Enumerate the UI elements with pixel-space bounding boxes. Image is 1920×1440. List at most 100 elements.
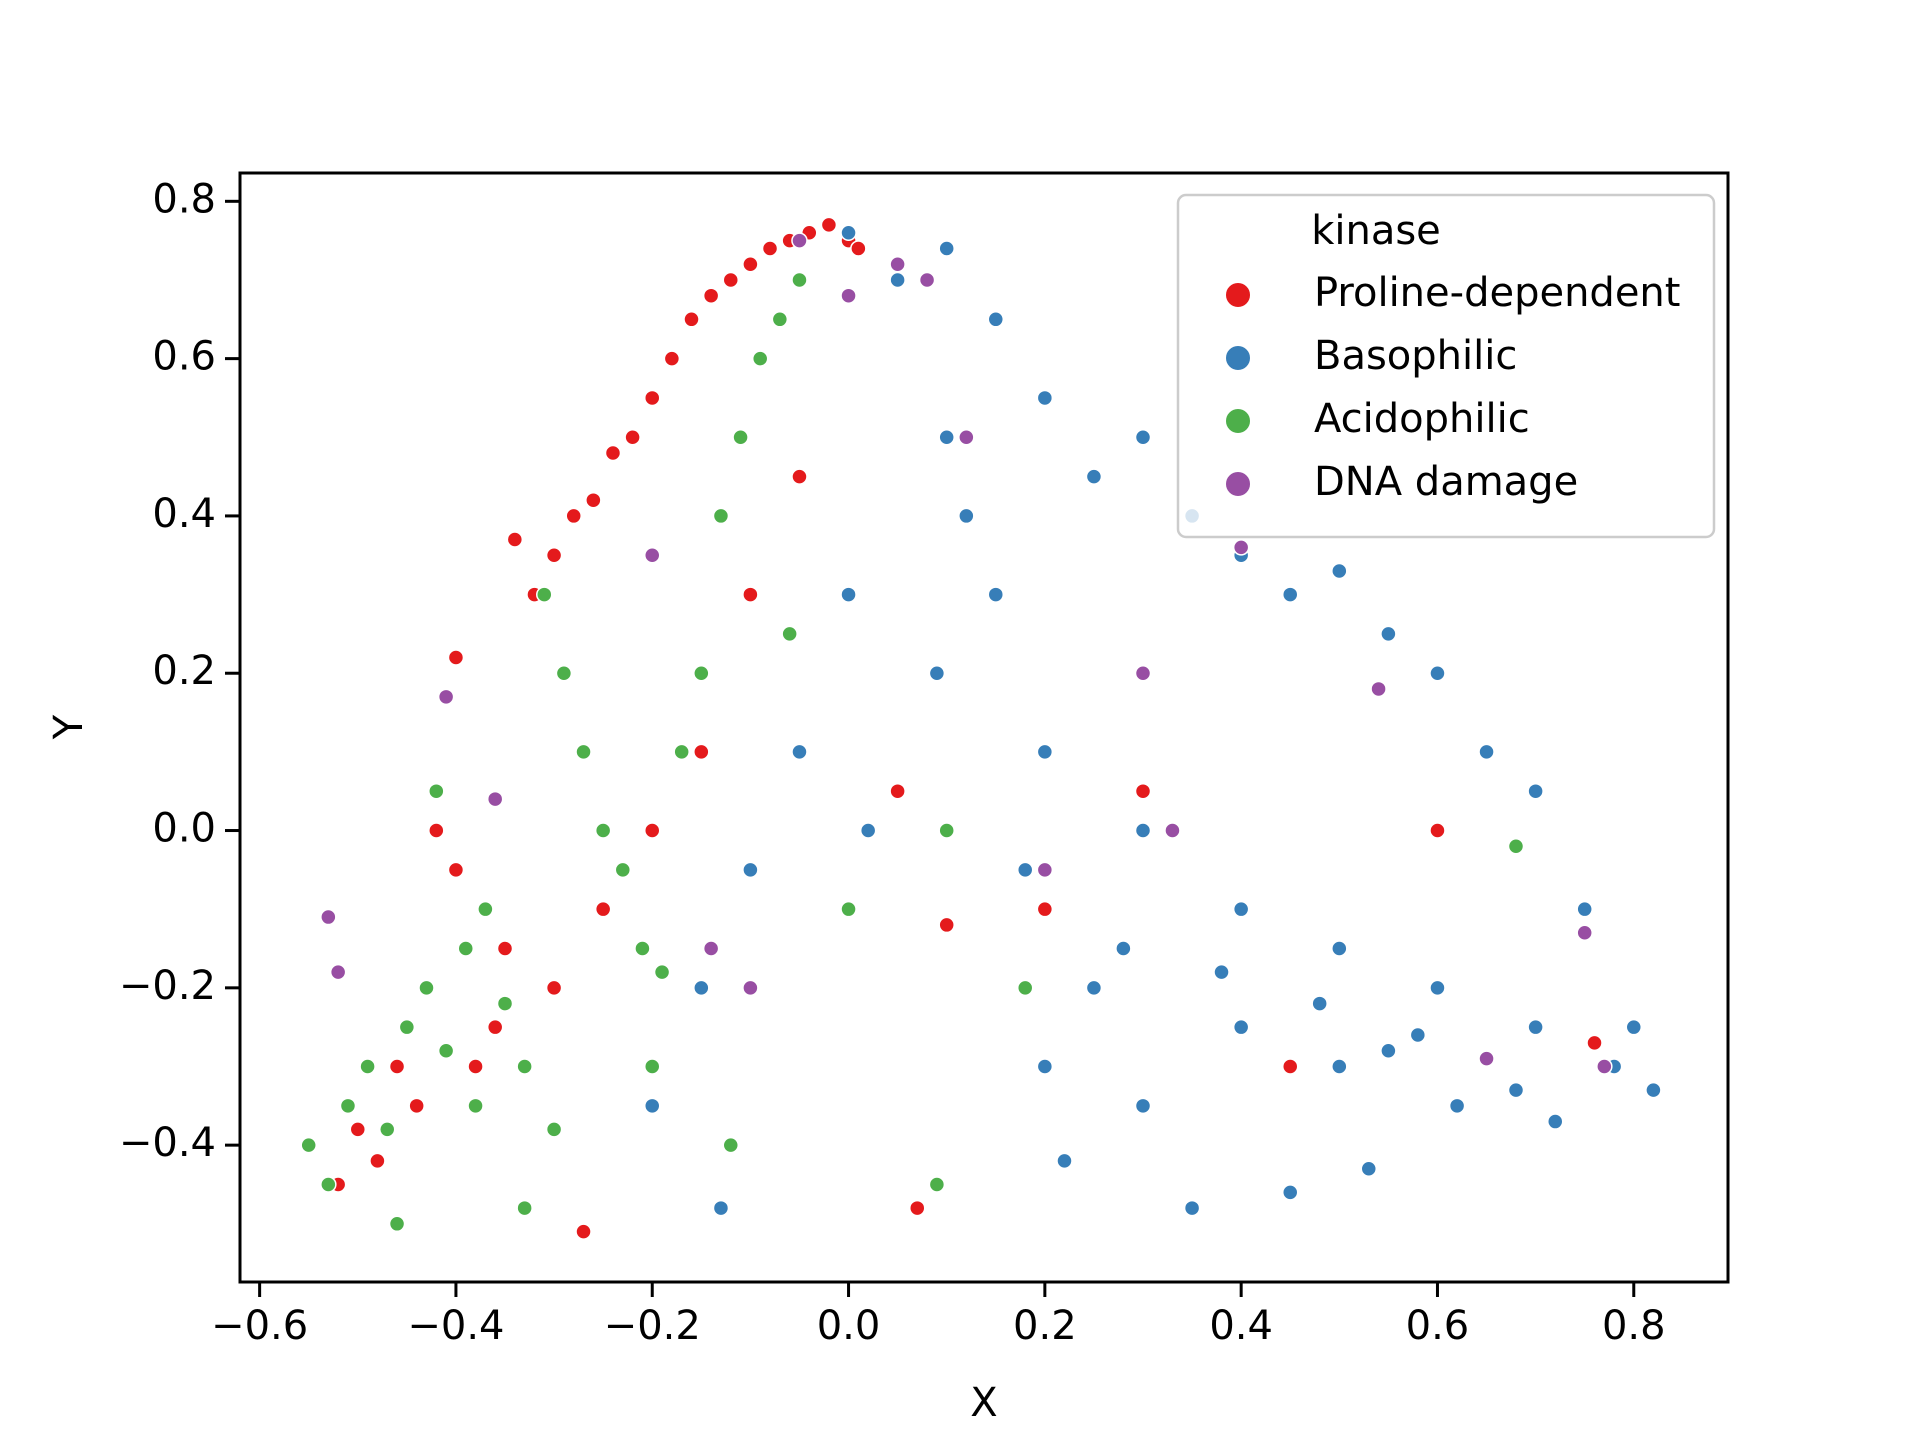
x-tick-label: 0.6 — [1406, 1303, 1470, 1349]
point — [398, 1018, 416, 1036]
point — [791, 468, 808, 485]
point — [1134, 1097, 1152, 1115]
point — [1596, 1058, 1613, 1075]
legend-label: Basophilic — [1314, 333, 1517, 379]
point — [742, 861, 759, 879]
point — [428, 782, 445, 800]
point — [1036, 389, 1054, 407]
point — [1507, 1081, 1525, 1099]
point — [1547, 1113, 1564, 1130]
point — [359, 1058, 376, 1075]
point — [1036, 743, 1054, 761]
point — [1625, 1018, 1643, 1036]
point — [1576, 900, 1593, 918]
point — [958, 507, 975, 525]
point — [1232, 900, 1250, 918]
point — [850, 240, 867, 257]
point — [467, 1058, 484, 1075]
legend-frame — [1176, 193, 1716, 539]
point — [594, 900, 612, 918]
point — [918, 271, 936, 289]
point — [486, 1018, 504, 1036]
point — [1429, 979, 1446, 997]
point — [329, 963, 347, 981]
point — [477, 900, 494, 918]
point — [300, 1136, 317, 1154]
legend-marker — [1224, 281, 1252, 309]
point — [1429, 822, 1446, 839]
point — [643, 1097, 661, 1115]
point — [1036, 861, 1054, 879]
legend-marker — [1224, 344, 1252, 372]
point — [634, 940, 651, 957]
point — [575, 1223, 592, 1240]
point — [496, 940, 514, 957]
point — [889, 782, 906, 800]
point — [840, 287, 857, 304]
point — [751, 350, 769, 367]
point — [643, 547, 661, 564]
point — [840, 224, 857, 242]
point — [909, 1199, 926, 1217]
point — [820, 216, 838, 234]
point — [1085, 979, 1103, 997]
point — [437, 1042, 455, 1060]
point — [339, 1097, 357, 1115]
point — [1056, 1152, 1073, 1170]
point — [771, 311, 789, 328]
point — [1281, 1184, 1299, 1201]
point — [1232, 1018, 1250, 1036]
point — [378, 1121, 396, 1138]
point — [840, 586, 857, 603]
point — [791, 271, 808, 289]
point — [594, 822, 612, 839]
point — [1016, 861, 1034, 879]
point — [1016, 979, 1034, 997]
plot-frame — [238, 171, 1730, 1284]
point — [1281, 586, 1299, 603]
point — [447, 649, 465, 666]
point — [1645, 1081, 1662, 1099]
point — [722, 271, 740, 289]
point — [712, 507, 730, 525]
y-tick-label: −0.2 — [119, 963, 216, 1009]
point — [1370, 680, 1387, 698]
point — [742, 255, 759, 273]
point — [722, 1136, 740, 1154]
point — [516, 1199, 533, 1217]
point — [791, 232, 808, 249]
point — [545, 979, 563, 997]
point — [320, 908, 337, 926]
point — [643, 389, 661, 407]
y-axis-label: Y — [46, 714, 92, 740]
point — [702, 940, 720, 957]
point — [1360, 1160, 1378, 1177]
y-tick-label: 0.8 — [152, 176, 216, 222]
point — [1429, 664, 1446, 682]
point — [1331, 562, 1348, 580]
point — [742, 586, 759, 603]
point — [1134, 429, 1152, 446]
point — [1380, 1042, 1397, 1060]
point — [457, 940, 475, 957]
point — [536, 586, 553, 603]
point — [1331, 940, 1348, 957]
point — [545, 1121, 563, 1138]
point — [987, 586, 1005, 603]
point — [1380, 625, 1397, 643]
point — [1085, 468, 1103, 485]
point — [585, 491, 602, 509]
x-tick-label: 0.0 — [817, 1303, 881, 1349]
point — [1311, 995, 1328, 1012]
point — [1478, 743, 1495, 761]
point — [388, 1215, 406, 1233]
point — [1527, 1018, 1544, 1036]
point — [1134, 822, 1152, 839]
point — [693, 664, 710, 682]
point — [369, 1152, 386, 1170]
point — [1213, 963, 1230, 981]
point — [712, 1199, 730, 1217]
point — [840, 900, 857, 918]
point — [516, 1058, 533, 1075]
